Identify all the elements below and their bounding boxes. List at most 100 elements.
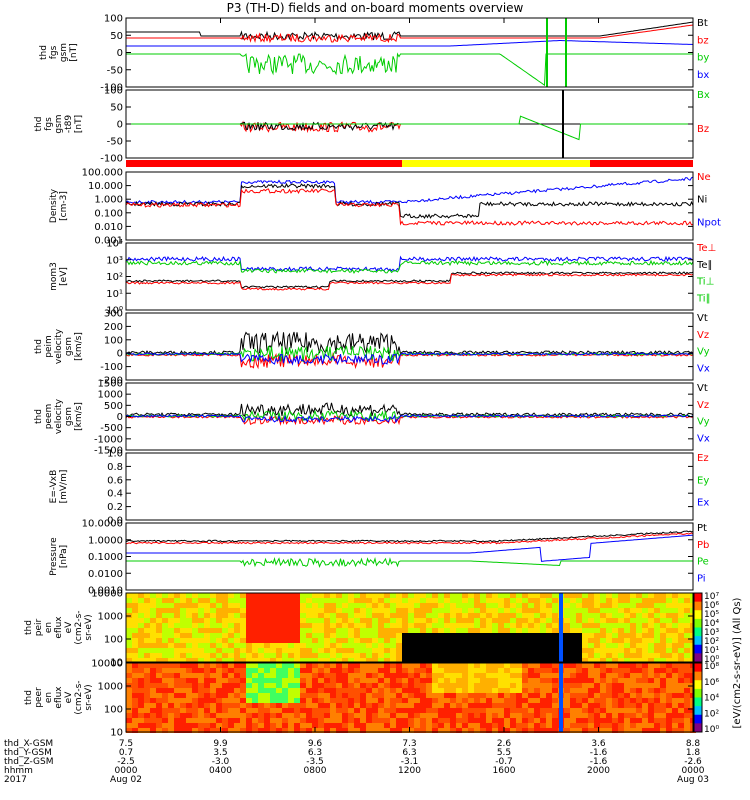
spectrogram-cell [150,688,156,693]
spectrogram-cell [462,713,468,718]
spectrogram-cell [576,598,582,603]
spectrogram-cell [522,693,528,698]
spectrogram-cell [192,728,198,733]
spectrogram-cell [612,688,618,693]
spectrogram-cell [180,653,186,658]
spectrogram-cell [624,628,630,633]
spectrogram-cell [336,663,342,668]
spectrogram-cell [480,688,486,693]
spectrogram-cell [630,593,636,598]
spectrogram-cell [252,723,258,728]
spectrogram-cell [654,703,660,708]
spectrogram-cell [450,688,456,693]
spectrogram-cell [546,598,552,603]
spectrogram-cell [618,643,624,648]
spectrogram-cell [402,703,408,708]
spectrogram-cell [408,688,414,693]
spectrogram-cell [522,673,528,678]
spectrogram-cell [438,703,444,708]
spectrogram-cell [180,688,186,693]
spectrogram-cell [240,663,246,668]
spectrogram-cell [294,663,300,668]
spectrogram-cell [402,593,408,598]
spectrogram-cell [312,623,318,628]
series-Pt [125,530,694,543]
spectrogram-cell [264,688,270,693]
spectrogram-cell [138,668,144,673]
spectrogram-cell [354,663,360,668]
spectrogram-cell [288,683,294,688]
spectrogram-cell [366,703,372,708]
spectrogram-cell [234,603,240,608]
spectrogram-cell [642,713,648,718]
spectrogram-cell [654,683,660,688]
spectrogram-cell [258,598,264,603]
spectrogram-cell [252,618,258,623]
spectrogram-cell [516,658,522,663]
spectrogram-cell [270,623,276,628]
spectrogram-cell [414,663,420,668]
spectrogram-cell [210,628,216,633]
spectrogram-cell [156,698,162,703]
spectrogram-cell [192,673,198,678]
spectrogram-cell [600,698,606,703]
spectrogram-cell [354,703,360,708]
spectrogram-cell [264,598,270,603]
spectrogram-cell [534,663,540,668]
spectrogram-cell [636,693,642,698]
spectrogram-cell [354,708,360,713]
spectrogram-cell [438,633,444,638]
spectrogram-cell [150,723,156,728]
spectrogram-cell [408,668,414,673]
spectrogram-cell [378,628,384,633]
spectrogram-cell [462,718,468,723]
spectrogram-cell [576,663,582,668]
spectrogram-cell [252,648,258,653]
spectrogram-cell [318,688,324,693]
spectrogram-cell [234,688,240,693]
spectrogram-cell [174,658,180,663]
spectrogram-cell [678,728,684,733]
spectrogram-cell [228,598,234,603]
spectrogram-cell [642,643,648,648]
spectrogram-cell [594,628,600,633]
spectrogram-cell [624,633,630,638]
spectrogram-cell [186,638,192,643]
spectrogram-cell [504,618,510,623]
spectrogram-cell [396,668,402,673]
y-axis-label: Density [cm-3] [49,188,69,223]
spectrogram-cell [126,643,132,648]
spectrogram-cell [360,688,366,693]
spectrogram-cell [408,648,414,653]
spectrogram-cell [498,688,504,693]
spectrogram-cell [462,648,468,653]
spectrogram-cell [258,593,264,598]
spectrogram-cell [168,593,174,598]
spectrogram-cell [198,608,204,613]
spectrogram-cell [540,673,546,678]
spectrogram-cell [648,618,654,623]
spectrogram-cell [660,643,666,648]
spectrogram-cell [324,653,330,658]
spectrogram-cell [354,628,360,633]
y-axis-label-line: gsm [54,114,64,133]
spectrogram-cell [198,713,204,718]
spectrogram-cell [318,673,324,678]
spectrogram-cell [156,688,162,693]
spectrogram-cell [378,688,384,693]
spectrogram-cell [204,708,210,713]
x-row-label: hhmm [4,766,33,776]
spectrogram-cell [252,718,258,723]
spectrogram-cell [210,678,216,683]
spectrogram-cell [474,643,480,648]
spectrogram-cell [138,603,144,608]
y-axis-label-line: thd [34,409,44,424]
spectrogram-cell [330,683,336,688]
spectrogram-cell [600,658,606,663]
spectrogram-cell [150,608,156,613]
spectrogram-cell [444,658,450,663]
legend-by: by [697,53,709,64]
spectrogram-cell [264,648,270,653]
spectrogram-cell [624,623,630,628]
spectrogram-cell [618,668,624,673]
